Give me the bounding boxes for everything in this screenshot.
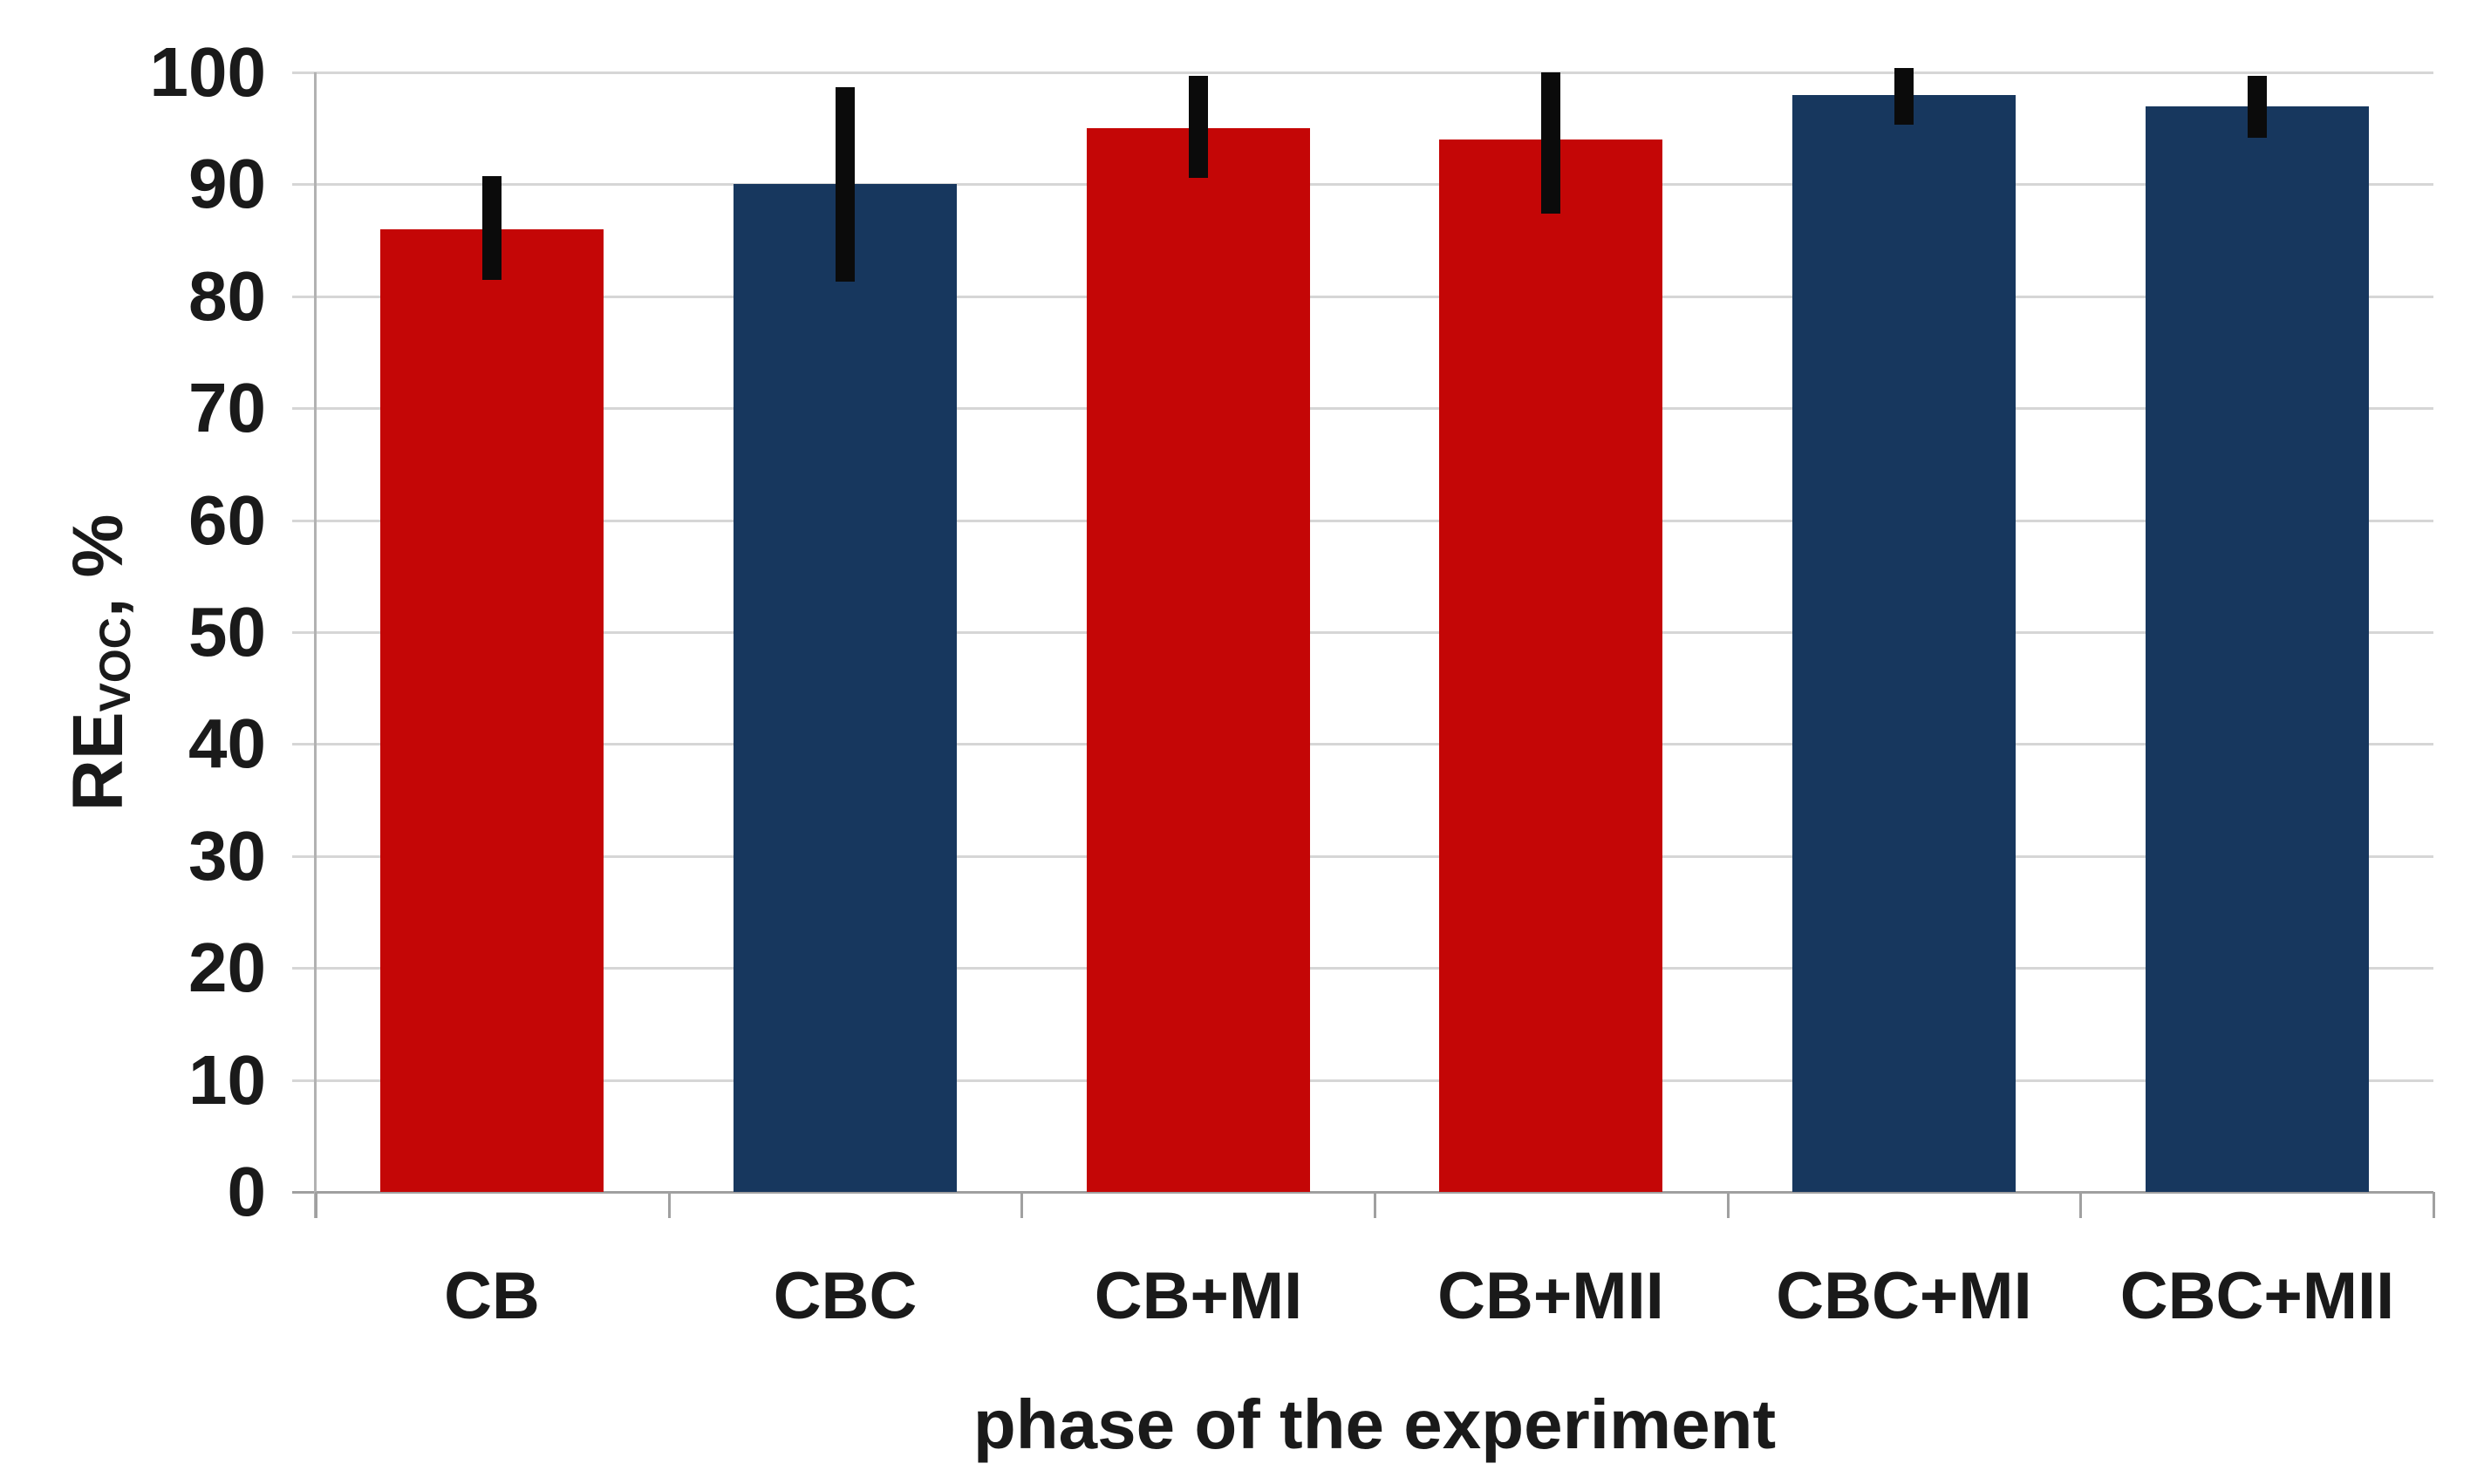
bar-CBC+MII [2146, 106, 2369, 1192]
y-tick-label: 40 [188, 705, 266, 782]
x-axis-tick [1374, 1192, 1376, 1218]
y-tick-label: 90 [188, 145, 266, 222]
gridline [292, 631, 2433, 634]
error-bar-CBC+MI [1894, 68, 1914, 125]
y-tick-label: 80 [188, 257, 266, 335]
x-axis-baseline [292, 1191, 2433, 1194]
category-label-CBC+MI: CBC+MI [1776, 1259, 2032, 1333]
category-label-CB: CB [444, 1259, 540, 1333]
x-axis-tick [2079, 1192, 2082, 1218]
x-axis-tick [1727, 1192, 1730, 1218]
y-tick-label: 20 [188, 929, 266, 1006]
error-bar-CB+MII [1541, 72, 1560, 214]
error-bar-CB+MI [1189, 76, 1208, 178]
error-bar-CBC [836, 87, 855, 282]
y-tick-label: 30 [188, 817, 266, 895]
x-axis-tick [2433, 1192, 2435, 1218]
bar-CB [380, 229, 604, 1192]
gridline [292, 520, 2433, 522]
y-tick-label: 10 [188, 1041, 266, 1119]
gridline [292, 1079, 2433, 1082]
x-axis-tick [1020, 1192, 1023, 1218]
y-tick-label: 70 [188, 369, 266, 446]
category-label-CBC+MII: CBC+MII [2119, 1259, 2395, 1333]
plot-area [292, 68, 2435, 1218]
gridline [292, 743, 2433, 745]
y-tick-label: 100 [149, 33, 266, 111]
y-tick-label: 50 [188, 593, 266, 671]
gridline [292, 296, 2433, 298]
gridline [292, 71, 2433, 74]
bar-CB+MII [1439, 140, 1662, 1192]
bar-CB+MI [1087, 128, 1310, 1192]
gridline [292, 967, 2433, 970]
y-axis-line [314, 72, 317, 1218]
gridline [292, 855, 2433, 858]
y-tick-label: 60 [188, 481, 266, 559]
gridline [292, 407, 2433, 410]
y-tick-label: 0 [227, 1153, 267, 1230]
category-label-CBC: CBC [773, 1259, 918, 1333]
error-bar-CB [482, 176, 502, 280]
x-axis-tick [315, 1192, 317, 1218]
x-axis-tick [668, 1192, 671, 1218]
category-label-CB+MI: CB+MI [1094, 1259, 1303, 1333]
error-bar-CBC+MII [2248, 76, 2267, 138]
bar-CBC [734, 184, 957, 1192]
category-label-CB+MII: CB+MII [1437, 1259, 1664, 1333]
gridline [292, 183, 2433, 186]
x-axis-title: phase of the experiment [972, 1385, 1777, 1463]
bar-CBC+MI [1792, 95, 2016, 1192]
